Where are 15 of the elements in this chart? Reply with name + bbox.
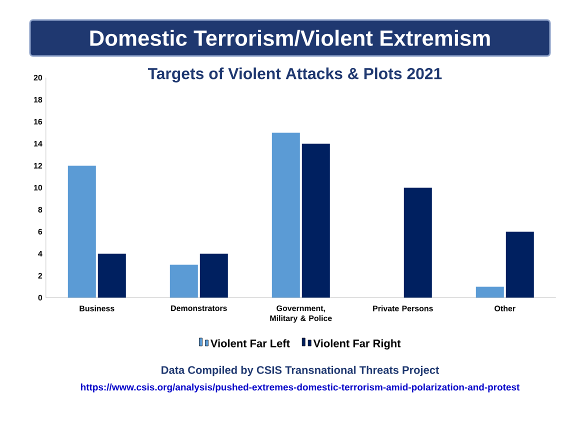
- text: Data Compiled by CSIS Transnational Threats Project: [162, 366, 440, 376]
- bar: [98, 254, 126, 298]
- legend-label: Violent Far Right: [313, 339, 401, 350]
- chart-title: Domestic Terrorism/Violent Extremism: [90, 30, 490, 46]
- text: https://www.csis.org/analysis/pushed-extremes-domestic-terrorism-amid-polarization-and-protest: [81, 384, 520, 392]
- bar: [506, 232, 534, 298]
- bar: [302, 144, 330, 298]
- bar: [170, 264, 198, 298]
- legend-label: Violent Far Left: [210, 339, 290, 348]
- bar: [68, 166, 96, 298]
- bar: [476, 286, 504, 298]
- bar: [272, 132, 300, 298]
- bar: [404, 188, 432, 298]
- bar: [200, 254, 228, 298]
- chart-subtitle: Targets of Violent Attacks & Plots 2021: [148, 68, 442, 82]
